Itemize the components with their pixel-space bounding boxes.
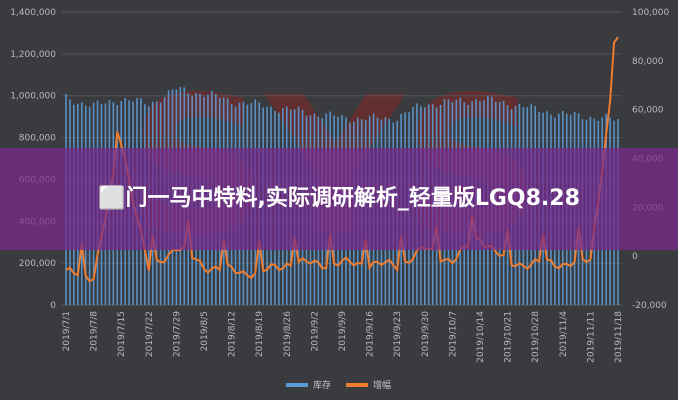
x-tick-label: 2019/7/1: [62, 311, 72, 351]
x-tick-label: 2019/7/22: [145, 311, 155, 357]
x-tick-label: 2019/7/29: [172, 311, 182, 357]
y-right-tick-label: -20,000: [632, 301, 667, 311]
x-tick-label: 2019/8/5: [200, 311, 210, 351]
x-tick-label: 2019/9/16: [366, 311, 376, 357]
x-tick-label: 2019/9/23: [393, 311, 403, 357]
headline-banner: ⬜门一马中特料,实际调研解析_轻量版LGQ8.28: [0, 148, 678, 250]
x-tick-label: 2019/10/14: [476, 311, 486, 363]
x-tick-label: 2019/11/11: [586, 311, 596, 363]
y-right-tick-label: 100,000: [632, 8, 669, 18]
x-tick-label: 2019/11/4: [559, 311, 569, 357]
legend-label-bar: 库存: [313, 379, 331, 391]
x-tick-label: 2019/8/19: [255, 311, 265, 357]
y-left-tick-label: 0: [50, 301, 56, 311]
x-tick-label: 2019/10/7: [448, 311, 458, 357]
headline-text: ⬜门一马中特料,实际调研解析_轻量版LGQ8.28: [98, 186, 580, 211]
x-axis: 2019/7/1 2019/7/8 2019/7/15 2019/7/22 2019/7…: [62, 311, 624, 363]
y-left-tick-label: 1,000,000: [10, 92, 56, 102]
x-tick-label: 2019/10/21: [504, 311, 514, 363]
x-tick-label: 2019/10/28: [531, 311, 541, 363]
y-left-tick-label: 200,000: [19, 259, 56, 269]
y-left-tick-label: 1,200,000: [10, 50, 56, 60]
x-tick-label: 2019/9/30: [421, 311, 431, 357]
line-series: [65, 36, 619, 283]
x-tick-label: 2019/11/18: [614, 311, 624, 363]
y-left-tick-label: 1,400,000: [10, 8, 56, 18]
x-tick-label: 2019/9/2: [310, 311, 320, 351]
x-tick-label: 2019/9/9: [338, 311, 348, 352]
y-right-tick-label: 60,000: [632, 106, 664, 116]
y-left-tick-label: 800,000: [19, 134, 56, 144]
legend: 库存 增幅: [286, 379, 391, 391]
x-tick-label: 2019/7/8: [90, 311, 100, 352]
legend-swatch-bar: [286, 383, 308, 387]
x-tick-label: 2019/8/26: [283, 311, 293, 357]
y-right-tick-label: 80,000: [632, 57, 664, 67]
legend-label-line: 增幅: [373, 379, 391, 391]
legend-swatch-line: [346, 383, 368, 387]
line-path: [65, 36, 619, 283]
x-tick-label: 2019/7/15: [117, 311, 127, 357]
x-tick-label: 2019/8/12: [228, 311, 238, 357]
y-right-tick-label: 0: [632, 252, 638, 262]
